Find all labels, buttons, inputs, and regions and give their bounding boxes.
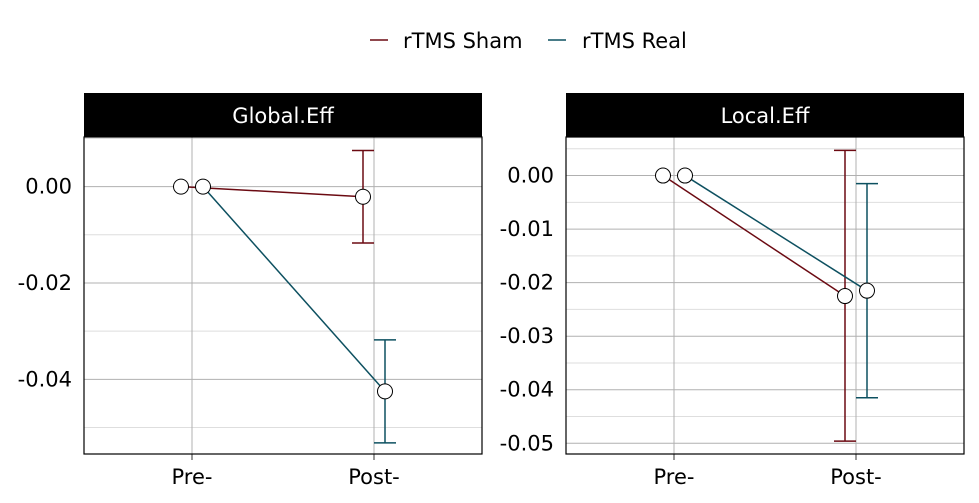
- data-point: [859, 282, 875, 299]
- y-tick-label: -0.03: [500, 324, 554, 348]
- y-tick-label: -0.01: [500, 217, 554, 241]
- panel-local-eff: Local.Eff 0.00-0.01-0.02-0.03-0.04-0.05 …: [500, 93, 965, 489]
- x-tick-label: Pre-: [172, 465, 213, 489]
- panel-strip: [566, 93, 964, 137]
- data-point: [677, 167, 693, 184]
- series-line: [684, 174, 868, 292]
- series-line: [662, 174, 846, 297]
- data-point: [355, 188, 371, 205]
- panel-title: Global.Eff: [232, 104, 334, 128]
- data-point: [655, 167, 671, 184]
- panel-global-eff: Global.Eff 0.00 -0.02 -0.04 Pre- Post-: [18, 93, 483, 489]
- legend-label-sham: rTMS Sham: [403, 29, 523, 53]
- series-line: [180, 185, 364, 198]
- x-tick-label: Post-: [830, 465, 882, 489]
- legend-label-real: rTMS Real: [582, 29, 687, 53]
- x-tick-label: Post-: [348, 465, 400, 489]
- y-tick-label: -0.04: [18, 367, 72, 391]
- y-tick-label: 0.00: [25, 175, 72, 199]
- y-tick-label: -0.05: [500, 431, 554, 455]
- data-point: [837, 288, 853, 305]
- panel-title: Local.Eff: [721, 104, 810, 128]
- y-tick-label: -0.04: [500, 378, 554, 402]
- series-line: [202, 186, 386, 392]
- data-point: [173, 178, 189, 195]
- y-tick-label: -0.02: [500, 271, 554, 295]
- y-tick-label: -0.02: [18, 271, 72, 295]
- data-point: [195, 178, 211, 195]
- data-point: [377, 383, 393, 400]
- x-tick-label: Pre-: [654, 465, 695, 489]
- panel-strip: [84, 93, 482, 137]
- y-tick-label: 0.00: [507, 164, 554, 188]
- panel-border: [83, 136, 483, 455]
- legend: rTMS Sham rTMS Real: [370, 29, 687, 53]
- panel-border: [565, 136, 965, 455]
